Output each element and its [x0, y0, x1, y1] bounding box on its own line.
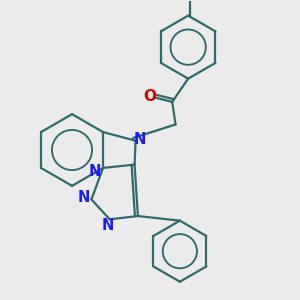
Text: N: N	[88, 164, 101, 179]
Text: N: N	[134, 132, 146, 147]
Text: O: O	[143, 89, 156, 104]
Text: N: N	[78, 190, 90, 205]
Text: N: N	[102, 218, 114, 233]
